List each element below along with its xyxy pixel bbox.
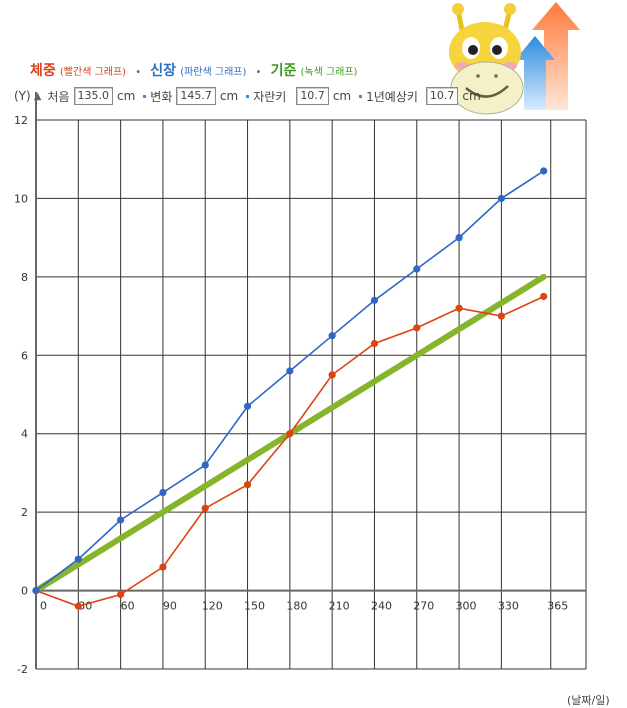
legend-separator: • <box>135 67 142 78</box>
y-tick-label: 4 <box>21 428 28 441</box>
x-tick-label: 240 <box>371 600 392 613</box>
grown-label: 자란키 <box>253 89 287 104</box>
legend-height-title: 신장 <box>150 63 177 79</box>
legend-standard-sub: (녹색 그래프) <box>300 67 358 78</box>
giraffe-mascot-icon <box>449 3 524 115</box>
data-point-weight <box>413 324 421 332</box>
bullet-icon <box>143 94 147 98</box>
data-point-weight <box>540 292 548 301</box>
legend-separator: • <box>255 67 262 78</box>
y-tick-label: 0 <box>21 585 28 598</box>
start-value-field[interactable]: 135.0 <box>73 87 113 105</box>
unit-label: cm <box>332 89 352 103</box>
bullet-icon <box>359 94 363 98</box>
x-tick-label: 90 <box>163 600 177 613</box>
legend-height-sub: (파란색 그래프) <box>180 67 247 78</box>
legend-weight-sub: (빨간색 그래프) <box>59 67 127 78</box>
unit-label: cm <box>219 89 239 103</box>
x-tick-label: 270 <box>413 600 434 613</box>
y-tick-label: 12 <box>14 114 28 127</box>
data-point-weight <box>159 563 167 571</box>
data-point-weight <box>286 430 294 438</box>
x-axis-unit: (날짜/일) <box>567 694 610 707</box>
x-tick-label: 330 <box>498 600 519 613</box>
x-tick-label: 60 <box>121 600 135 613</box>
data-point-weight <box>328 371 336 379</box>
data-point-height <box>159 488 167 497</box>
data-point-height <box>540 167 548 175</box>
legend: 체중 (빨간색 그래프) • 신장 (파란색 그래프) • 기준 (녹색 그래프… <box>30 60 357 80</box>
data-point-height <box>328 332 336 340</box>
data-point-weight <box>497 312 505 320</box>
y-tick-label: 10 <box>14 192 28 205</box>
data-point-height <box>497 194 505 203</box>
y-tick-label: 8 <box>21 271 28 284</box>
data-point-height <box>455 234 463 242</box>
data-point-height <box>243 402 252 410</box>
data-point-weight <box>370 339 379 348</box>
measurement-bar: (Y) ▲ 처음 135.0 cm 변화 145.7 cm 자란키 10.7 c… <box>14 87 481 105</box>
year-value-field[interactable]: 10.7 <box>425 87 459 105</box>
y-arrow-icon: ▲ <box>33 90 42 102</box>
legend-standard-title: 기준 <box>270 63 297 79</box>
x-tick-label: 120 <box>202 600 223 613</box>
legend-weight-title: 체중 <box>30 63 56 79</box>
y-tick-label: 2 <box>21 506 28 519</box>
y-tick-label: -2 <box>17 663 28 676</box>
legend-standard: 기준 (녹색 그래프) <box>270 63 358 79</box>
legend-height: 신장 (파란색 그래프) <box>150 63 250 79</box>
data-point-height <box>413 265 421 273</box>
x-tick-label: 300 <box>456 600 477 613</box>
data-point-weight <box>201 504 209 512</box>
y-axis-label: (Y) <box>14 89 31 103</box>
data-point-height <box>201 461 209 469</box>
data-point-height <box>286 367 294 375</box>
year-label: 1년예상키 <box>366 89 418 104</box>
x-tick-label: 180 <box>286 600 307 613</box>
data-point-height <box>117 516 125 524</box>
data-point-weight <box>243 481 252 489</box>
mascot-area <box>449 2 580 115</box>
change-label: 변화 <box>150 89 173 104</box>
data-point-weight <box>117 590 125 599</box>
change-value-field[interactable]: 145.7 <box>176 87 216 105</box>
data-point-weight <box>74 602 82 610</box>
unit-label: cm <box>462 89 481 103</box>
bullet-icon <box>246 94 250 98</box>
growth-arrows-icon <box>515 2 580 110</box>
x-tick-label: 365 <box>547 600 568 613</box>
x-tick-label: 150 <box>244 600 265 613</box>
y-tick-label: 6 <box>21 349 28 362</box>
data-point-height <box>370 296 379 304</box>
data-point-weight <box>455 304 463 312</box>
data-point-height <box>74 555 82 563</box>
x-tick-label: 0 <box>40 600 47 613</box>
data-point-height <box>32 586 40 595</box>
start-label: 처음 <box>47 89 70 104</box>
grown-value-field[interactable]: 10.7 <box>296 87 329 105</box>
x-tick-label: 210 <box>329 600 350 613</box>
unit-label: cm <box>117 89 136 103</box>
legend-weight: 체중 (빨간색 그래프) <box>30 63 130 79</box>
